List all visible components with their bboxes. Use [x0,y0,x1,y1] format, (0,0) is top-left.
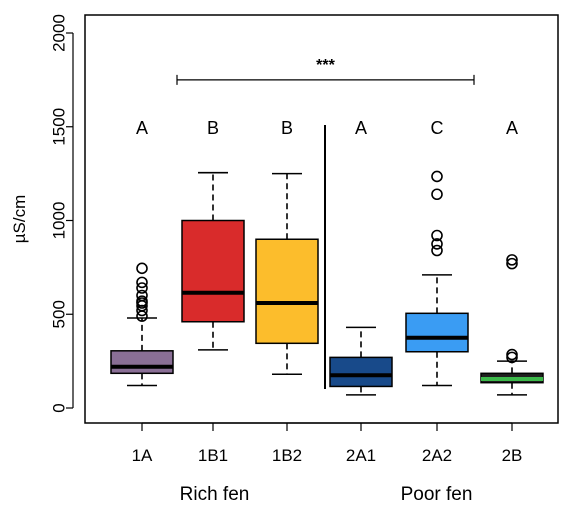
group-letter: A [136,118,148,138]
outlier-point [136,282,148,294]
y-tick-label: 1000 [49,202,68,240]
group-letter: A [506,118,518,138]
group-label: Poor fen [401,484,473,505]
y-tick-label: 500 [49,300,68,328]
outlier-point [506,254,518,266]
x-axis: 1A 1B1 1B2 2A1 2A2 2B [132,422,523,465]
box-iqr [255,238,319,345]
group-letter: B [207,118,219,138]
group-labels: Rich fen Poor fen [180,484,473,505]
group-letter: C [431,118,444,138]
box-iqr [405,312,469,353]
boxes [110,170,544,396]
significance-bracket: *** [176,57,475,85]
outlier-point [431,170,443,183]
y-tick-label: 1500 [49,108,68,146]
significance-label: *** [316,57,335,74]
y-tick-label: 2000 [49,14,68,52]
group-letter: B [281,118,293,138]
outlier-point [431,229,443,242]
x-tick-label: 1B1 [198,446,228,465]
group-letter: A [355,118,367,138]
box-2a2 [405,170,469,387]
outlier-point [431,188,443,201]
outlier-point [506,257,518,270]
x-tick-label: 2A1 [346,446,376,465]
box-iqr [181,219,245,323]
outlier-point [136,276,148,289]
y-axis: 0 500 1000 1500 2000 [49,14,74,413]
box-1b2 [255,172,319,376]
x-tick-label: 1B2 [272,446,302,465]
outlier-point [431,244,443,257]
box-iqr [329,356,393,388]
outlier-point [136,262,148,275]
outlier-point [431,238,443,250]
outlier-point [136,295,148,307]
x-tick-label: 1A [132,446,153,465]
box-1b1 [181,171,245,351]
x-tick-label: 2A2 [422,446,452,465]
box-iqr [110,350,174,375]
group-label: Rich fen [180,484,250,505]
outlier-point [506,348,518,361]
box-2a1 [329,326,393,396]
x-tick-label: 2B [502,446,523,465]
box-1a [110,262,174,387]
outlier-point [136,289,148,302]
y-axis-label: µS/cm [10,195,29,244]
y-tick-label: 0 [49,403,68,412]
box-2b [480,254,544,396]
